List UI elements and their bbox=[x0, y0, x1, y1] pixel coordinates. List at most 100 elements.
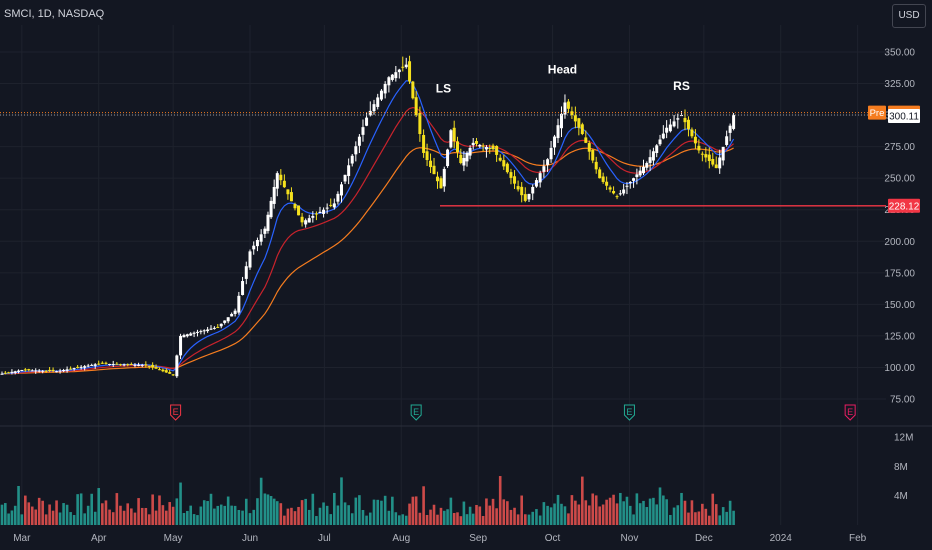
candle-body bbox=[718, 157, 722, 169]
volume-axis-tick-label: 8M bbox=[894, 462, 908, 473]
candle-body bbox=[394, 72, 398, 79]
volume-bar bbox=[41, 500, 44, 525]
earnings-marker-label: E bbox=[413, 407, 419, 417]
volume-bar bbox=[728, 500, 732, 525]
volume-bar bbox=[594, 495, 598, 525]
candle-body bbox=[20, 369, 24, 372]
volume-bar bbox=[380, 500, 383, 525]
candle-body bbox=[314, 213, 318, 215]
x-axis-label: Jun bbox=[242, 533, 258, 544]
volume-bar bbox=[553, 503, 556, 525]
volume-bar bbox=[233, 505, 237, 525]
candle-body bbox=[350, 155, 354, 164]
candle-body bbox=[697, 145, 701, 151]
volume-bar bbox=[732, 510, 735, 525]
volume-bar bbox=[672, 507, 676, 525]
candle-body bbox=[693, 136, 697, 144]
candle-body bbox=[566, 101, 570, 109]
volume-bar bbox=[704, 508, 708, 525]
y-axis-tick-label: 175.00 bbox=[884, 268, 915, 279]
candle-body bbox=[0, 373, 4, 375]
volume-bar bbox=[446, 509, 449, 525]
candle-body bbox=[365, 117, 369, 126]
volume-bar bbox=[158, 495, 161, 525]
currency-button[interactable]: USD bbox=[892, 4, 926, 28]
candle-body bbox=[171, 374, 175, 376]
candle-body bbox=[559, 113, 563, 129]
candle-body bbox=[439, 178, 443, 189]
volume-bar bbox=[449, 497, 453, 525]
candle-body bbox=[531, 187, 535, 194]
volume-bar bbox=[259, 477, 263, 525]
candle-body bbox=[252, 245, 256, 250]
volume-bar bbox=[478, 506, 482, 525]
candle-body bbox=[126, 364, 130, 366]
symbol-title: SMCI, 1D, NASDAQ bbox=[4, 8, 105, 20]
volume-bar bbox=[175, 498, 179, 525]
candle-body bbox=[668, 124, 672, 132]
volume-bar bbox=[279, 503, 283, 525]
volume-bar bbox=[401, 514, 405, 525]
candle-body bbox=[115, 363, 119, 365]
candle-body bbox=[223, 320, 227, 323]
volume-bar bbox=[79, 493, 83, 525]
candle-body bbox=[605, 181, 609, 186]
volume-bar bbox=[598, 506, 601, 525]
candle-body bbox=[237, 295, 241, 313]
candle-body bbox=[584, 137, 588, 143]
x-axis-label: Sep bbox=[469, 533, 487, 544]
volume-bar bbox=[111, 512, 115, 525]
candle-body bbox=[282, 180, 286, 188]
volume-bar bbox=[272, 498, 276, 525]
y-axis-tick-label: 275.00 bbox=[884, 142, 915, 153]
volume-bar bbox=[202, 500, 206, 525]
candle-body bbox=[62, 369, 66, 372]
volume-bar bbox=[263, 493, 267, 525]
volume-bar bbox=[391, 496, 394, 525]
candle-body bbox=[465, 152, 469, 162]
volume-bar bbox=[69, 512, 72, 525]
candle-body bbox=[3, 372, 7, 374]
volume-bar bbox=[538, 515, 542, 525]
candle-body bbox=[219, 323, 223, 327]
volume-bar bbox=[90, 493, 93, 525]
volume-bar bbox=[101, 503, 104, 525]
volume-bar bbox=[619, 492, 622, 525]
x-axis-label: Mar bbox=[13, 533, 31, 544]
candle-body bbox=[297, 205, 301, 216]
ema-slow-line bbox=[1, 147, 734, 375]
volume-bar bbox=[707, 515, 711, 525]
candle-body bbox=[209, 328, 213, 330]
volume-bar bbox=[468, 506, 472, 525]
candle-body bbox=[144, 364, 148, 366]
volume-bar bbox=[108, 509, 111, 525]
candle-body bbox=[404, 64, 408, 68]
candle-body bbox=[192, 332, 196, 334]
candle-body bbox=[263, 228, 267, 234]
candle-body bbox=[505, 163, 509, 173]
candle-body bbox=[140, 364, 144, 366]
candle-body bbox=[248, 251, 252, 268]
candle-body bbox=[481, 145, 485, 147]
volume-bar bbox=[122, 510, 126, 525]
candle-body bbox=[478, 144, 482, 147]
volume-bar bbox=[452, 512, 456, 525]
candle-body bbox=[100, 362, 104, 364]
candle-body bbox=[491, 145, 495, 150]
volume-bar bbox=[192, 514, 196, 525]
volume-bar bbox=[58, 512, 62, 525]
candle-body bbox=[676, 118, 680, 120]
volume-bar bbox=[333, 492, 336, 525]
candle-body bbox=[732, 115, 736, 129]
volume-bar bbox=[462, 501, 466, 525]
candle-body bbox=[34, 370, 38, 372]
candle-body bbox=[455, 141, 459, 153]
volume-bar bbox=[20, 514, 24, 525]
candle-body bbox=[241, 281, 245, 295]
candle-body bbox=[513, 176, 517, 184]
y-axis-tick-label: 350.00 bbox=[884, 48, 915, 59]
volume-bar bbox=[86, 505, 90, 525]
earnings-marker-label: E bbox=[173, 407, 179, 417]
candle-body bbox=[104, 362, 108, 364]
